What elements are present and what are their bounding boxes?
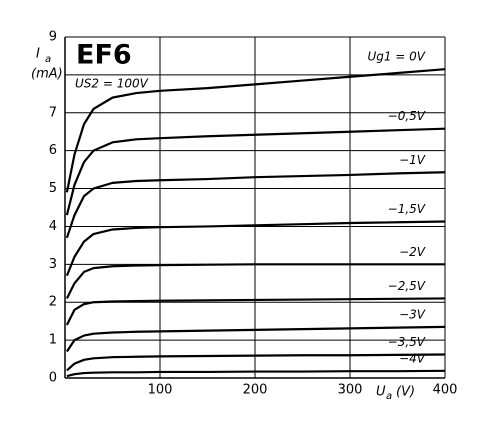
x-label: U <box>376 385 386 400</box>
curve <box>66 353 446 372</box>
y-tick-label: 1 <box>49 333 57 348</box>
x-tick-label: 400 <box>433 383 458 398</box>
y-label-unit: (mA) <box>31 67 63 82</box>
series-label: −2V <box>399 245 426 259</box>
curve <box>65 68 446 193</box>
y-tick-label: 9 <box>49 30 57 45</box>
x-label-unit: (V) <box>396 385 415 400</box>
curve <box>65 220 446 277</box>
y-tick-label: 0 <box>49 371 57 386</box>
y-tick-label: 2 <box>49 295 57 310</box>
curve <box>65 171 446 239</box>
series-label: −0,5V <box>388 109 426 123</box>
series-label: −2,5V <box>388 279 426 293</box>
y-tick-label: 5 <box>49 181 57 196</box>
y-tick-label: 7 <box>49 105 57 120</box>
curve <box>65 263 445 299</box>
curve <box>65 127 446 216</box>
series-label: −1,5V <box>388 202 426 216</box>
x-label-sub: a <box>386 391 392 402</box>
chart-title: EF6 <box>76 40 132 71</box>
x-tick-label: 200 <box>243 383 268 398</box>
y-tick-label: 3 <box>49 257 57 272</box>
y-tick-label: 4 <box>49 219 57 234</box>
y-label-sub: a <box>45 54 51 65</box>
series-label: −3,5V <box>388 335 426 349</box>
series-label: −4V <box>399 351 426 365</box>
series-label: −1V <box>399 153 426 167</box>
chart-subtitle: US2 = 100V <box>75 77 149 91</box>
y-tick-label: 6 <box>49 143 57 158</box>
curve <box>66 369 446 378</box>
x-tick-label: 300 <box>338 383 363 398</box>
curve <box>65 325 446 353</box>
x-tick-label: 100 <box>148 383 173 398</box>
curve <box>65 297 446 326</box>
series-label: −3V <box>399 307 426 321</box>
y-label: I <box>36 47 40 62</box>
series-label: Ug1 = 0V <box>367 50 425 64</box>
